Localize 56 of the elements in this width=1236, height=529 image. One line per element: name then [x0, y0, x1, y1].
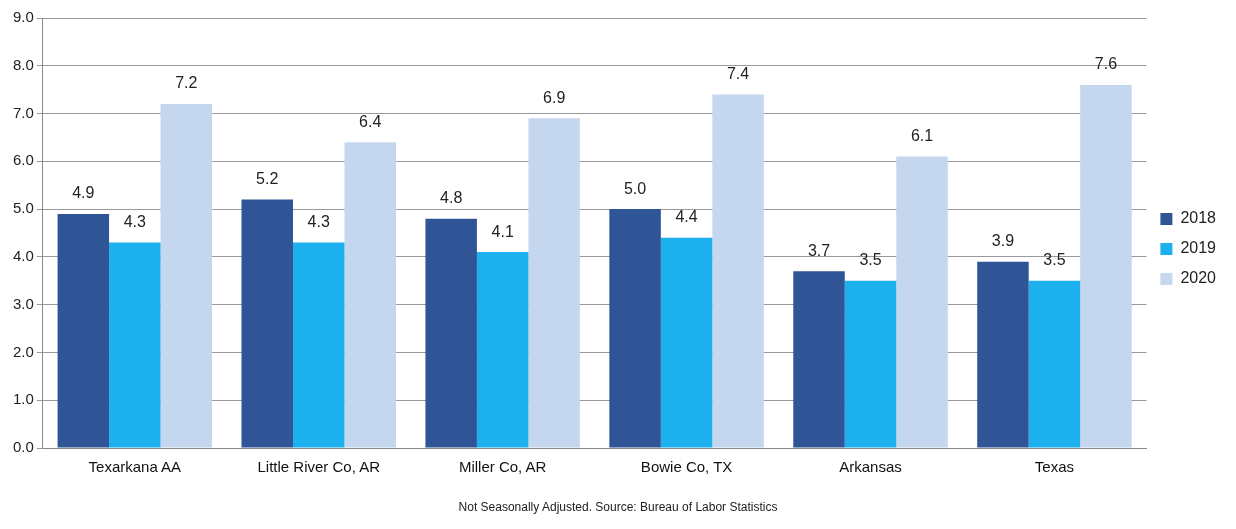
legend-label: 2020: [1180, 269, 1217, 287]
data-label: 5.2: [256, 169, 279, 187]
data-label: 7.6: [1094, 55, 1118, 73]
data-label: 7.2: [175, 74, 198, 92]
x-tick-label: Bowie Co, TX: [640, 458, 733, 476]
data-label: 6.4: [359, 112, 382, 130]
y-tick-label: 2.0: [12, 342, 34, 360]
data-label: 3.5: [859, 251, 882, 269]
bar: [344, 142, 396, 448]
bar: [1080, 84, 1132, 448]
x-tick-label: Arkansas: [839, 458, 902, 476]
bar: [896, 156, 948, 448]
y-tick-label: 8.0: [12, 55, 34, 73]
bar: [292, 242, 345, 448]
y-tick-label: 4.0: [12, 247, 34, 265]
bar: [977, 261, 1029, 448]
y-tick-label: 1.0: [12, 390, 34, 408]
y-tick-label: 5.0: [12, 199, 34, 217]
bar: [57, 213, 110, 448]
bar: [528, 118, 580, 448]
data-label: 4.9: [72, 184, 95, 202]
data-label: 4.3: [307, 212, 330, 230]
data-label: 3.9: [991, 232, 1015, 250]
x-tick-label: Little River Co, AR: [257, 458, 381, 476]
bar: [1028, 280, 1081, 448]
y-tick-label: 0.0: [12, 438, 34, 456]
bar: [109, 242, 161, 448]
legend-label: 2018: [1180, 209, 1217, 227]
data-label: 3.5: [1043, 251, 1066, 269]
data-label: 5.0: [623, 179, 647, 197]
x-tick-label: Texarkana AA: [88, 458, 182, 476]
bar: [793, 271, 845, 448]
bar: [712, 94, 764, 448]
bar: [476, 252, 529, 448]
data-label: 3.7: [807, 241, 831, 259]
data-label: 4.8: [440, 189, 463, 207]
data-label: 7.4: [726, 64, 750, 82]
text: Not Seasonally Adjusted. Source: Bureau of Labor Statistics: [457, 500, 779, 514]
x-tick-label: Miller Co, AR: [458, 458, 547, 476]
data-label: 4.4: [675, 208, 698, 226]
data-label: 4.1: [491, 222, 514, 240]
y-tick-label: 9.0: [12, 8, 34, 26]
data-label: 4.3: [123, 212, 147, 230]
bar: [425, 218, 477, 448]
bar: [609, 209, 661, 448]
data-label: 6.9: [543, 88, 566, 106]
x-tick-label: Texas: [1034, 458, 1075, 476]
bar: [160, 104, 213, 448]
bar: [660, 237, 713, 448]
y-tick-label: 3.0: [12, 294, 34, 312]
y-tick-label: 7.0: [12, 103, 34, 121]
y-tick-label: 6.0: [12, 151, 34, 169]
legend-label: 2019: [1180, 239, 1217, 257]
data-label: 6.1: [910, 126, 934, 144]
bar: [241, 199, 293, 448]
bar: [844, 280, 897, 448]
